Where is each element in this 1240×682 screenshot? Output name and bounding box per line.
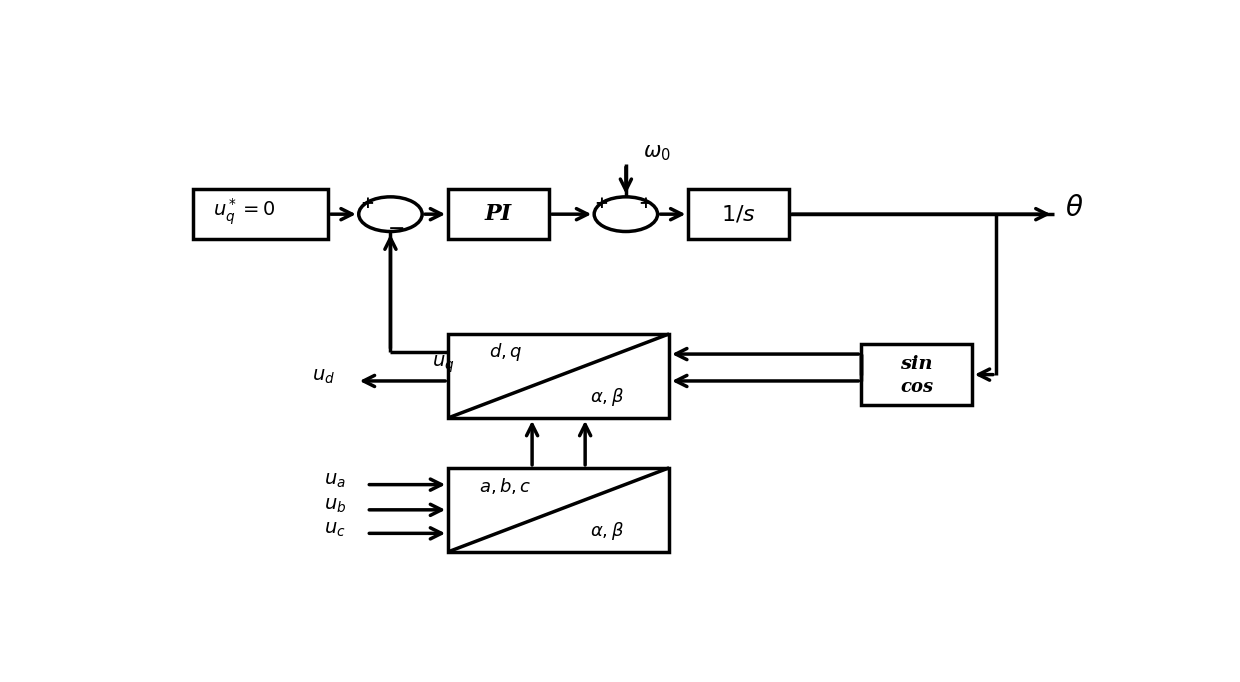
Bar	[448, 190, 549, 239]
Circle shape	[358, 197, 422, 231]
Bar	[448, 334, 670, 418]
Text: $\alpha,\beta$: $\alpha,\beta$	[590, 386, 624, 408]
Text: $\alpha,\beta$: $\alpha,\beta$	[590, 520, 624, 542]
Text: sin: sin	[900, 355, 932, 373]
Text: $-$: $-$	[387, 217, 404, 237]
Text: $\theta$: $\theta$	[1065, 196, 1084, 222]
Bar	[193, 190, 327, 239]
Text: +: +	[594, 195, 608, 212]
Text: +: +	[639, 195, 652, 212]
Text: $\omega_0$: $\omega_0$	[642, 143, 671, 163]
Circle shape	[594, 197, 657, 231]
Text: +: +	[361, 195, 374, 212]
Text: $u_c$: $u_c$	[324, 520, 346, 539]
Text: $d,q$: $d,q$	[489, 342, 522, 364]
Text: $u_q$: $u_q$	[432, 354, 455, 375]
Text: $1/s$: $1/s$	[722, 203, 756, 226]
Text: $u_q^* = 0$: $u_q^* = 0$	[213, 196, 277, 227]
Text: $u_a$: $u_a$	[324, 472, 346, 490]
Text: $u_b$: $u_b$	[324, 497, 346, 516]
Bar	[448, 468, 670, 552]
Text: $u_d$: $u_d$	[311, 368, 335, 386]
Text: $a,b,c$: $a,b,c$	[480, 476, 532, 496]
Text: PI: PI	[485, 203, 512, 226]
Bar	[862, 344, 972, 405]
Bar	[688, 190, 789, 239]
Text: cos: cos	[900, 378, 934, 396]
